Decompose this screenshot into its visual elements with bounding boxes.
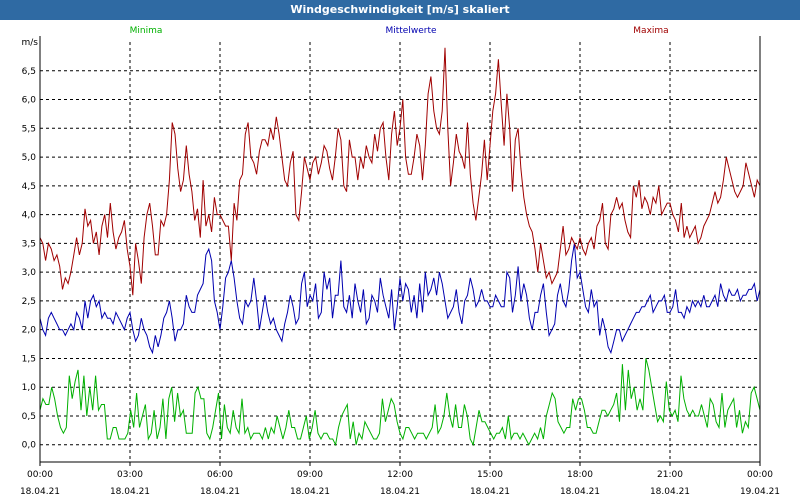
x-tick-date: 19.04.21 bbox=[740, 487, 780, 497]
y-tick-label: 0,0 bbox=[22, 441, 37, 451]
x-tick-time: 18:00 bbox=[567, 470, 593, 480]
y-tick-label: 6,0 bbox=[22, 96, 37, 106]
series-line-maxima bbox=[39, 47, 761, 296]
chart-grid bbox=[40, 42, 760, 462]
y-tick-label: 5,0 bbox=[22, 153, 37, 163]
x-tick-time: 09:00 bbox=[297, 470, 323, 480]
x-tick-time: 12:00 bbox=[387, 470, 413, 480]
x-tick-date: 18.04.21 bbox=[200, 487, 240, 497]
legend-mittelwerte: Mittelwerte bbox=[385, 26, 436, 36]
y-tick-label: 2,5 bbox=[22, 297, 36, 307]
y-tick-label: 3,5 bbox=[22, 239, 36, 249]
x-tick-date: 18.04.21 bbox=[380, 487, 420, 497]
x-tick-date: 18.04.21 bbox=[650, 487, 690, 497]
x-tick-date: 18.04.21 bbox=[560, 487, 600, 497]
x-tick-date: 18.04.21 bbox=[20, 487, 60, 497]
series-line-minima bbox=[39, 358, 761, 447]
chart-legend: Minima Mittelwerte Maxima bbox=[130, 26, 669, 36]
y-tick-label: 2,0 bbox=[22, 326, 37, 336]
y-tick-label: 0,5 bbox=[22, 412, 36, 422]
x-tick-time: 00:00 bbox=[27, 470, 53, 480]
window-title: Windgeschwindigkeit [m/s] skaliert bbox=[0, 0, 800, 20]
x-tick-time: 00:00 bbox=[747, 470, 773, 480]
x-tick-time: 15:00 bbox=[477, 470, 503, 480]
y-tick-label: 3,0 bbox=[22, 268, 37, 278]
x-tick-time: 21:00 bbox=[657, 470, 683, 480]
x-tick-time: 03:00 bbox=[117, 470, 143, 480]
y-tick-label: 6,5 bbox=[22, 67, 36, 77]
y-tick-label: 4,0 bbox=[22, 211, 37, 221]
y-tick-label: 1,0 bbox=[22, 383, 37, 393]
y-axis-unit: m/s bbox=[22, 38, 39, 48]
legend-minima: Minima bbox=[130, 26, 163, 36]
y-tick-label: 1,5 bbox=[22, 354, 36, 364]
x-tick-date: 18.04.21 bbox=[470, 487, 510, 497]
series-line-mittelwerte bbox=[39, 243, 761, 355]
chart-series bbox=[39, 47, 761, 447]
y-tick-label: 5,5 bbox=[22, 124, 36, 134]
x-tick-date: 18.04.21 bbox=[110, 487, 150, 497]
y-tick-label: 4,5 bbox=[22, 182, 36, 192]
x-tick-time: 06:00 bbox=[207, 470, 233, 480]
chart-axes: 0,0 0,5 1,0 1,5 2,0 2,5 3,0 3,5 4,0 4,5 5,0 5,5 6,0 6… bbox=[20, 36, 780, 497]
legend-maxima: Maxima bbox=[633, 26, 668, 36]
x-tick-date: 18.04.21 bbox=[290, 487, 330, 497]
